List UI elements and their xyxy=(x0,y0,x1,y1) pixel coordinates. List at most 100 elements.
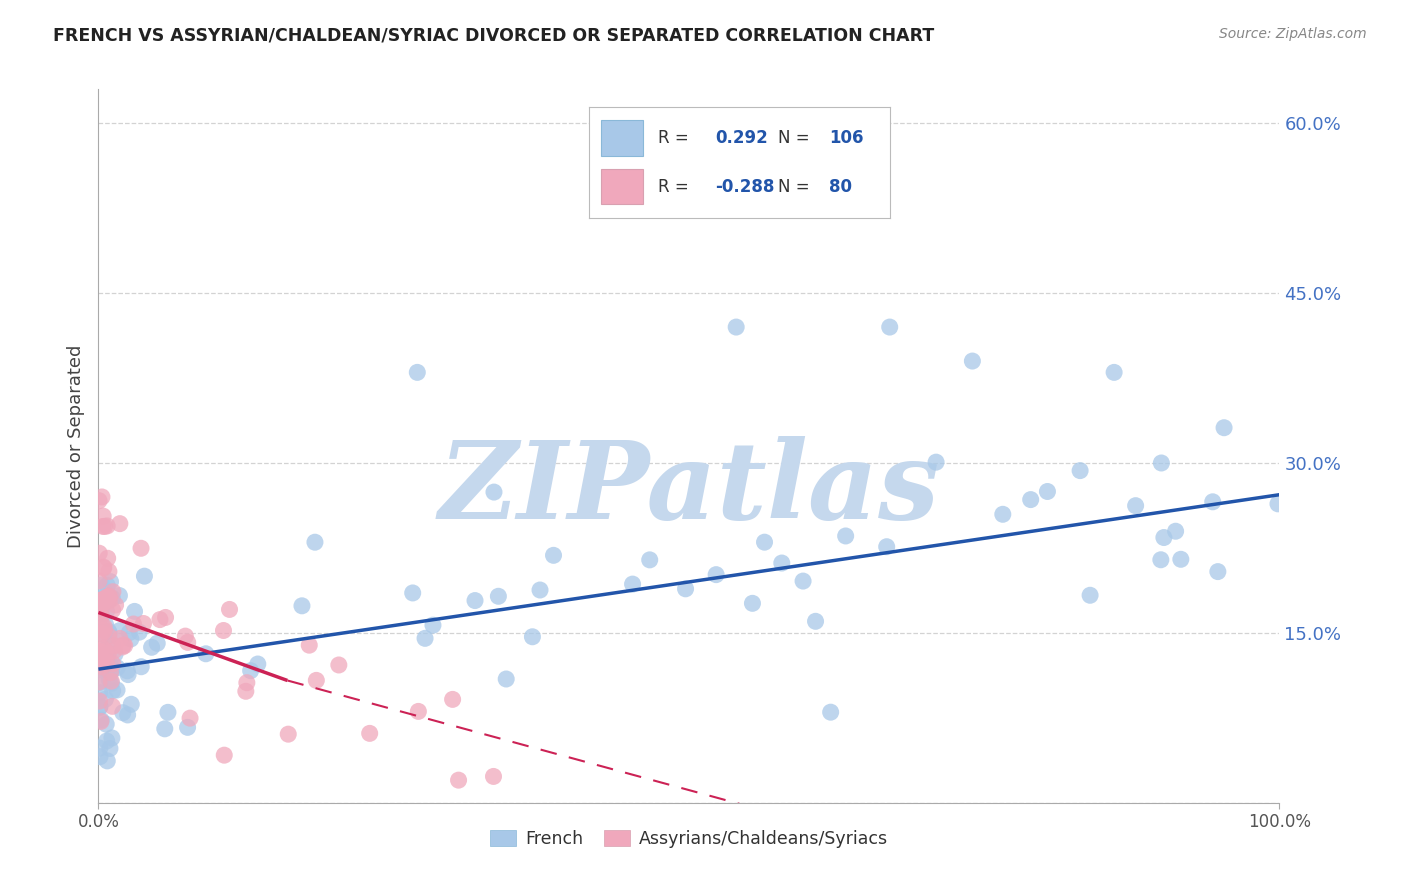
Point xyxy=(1125,499,1147,513)
Point xyxy=(174,629,197,643)
Point xyxy=(1202,495,1225,509)
Point xyxy=(101,584,124,599)
Point xyxy=(100,664,122,678)
Point xyxy=(246,657,269,671)
Point xyxy=(89,700,111,714)
Point xyxy=(277,727,299,741)
Point xyxy=(97,651,120,665)
Point xyxy=(103,639,125,653)
Point xyxy=(1164,524,1187,539)
Point xyxy=(108,589,131,603)
Point xyxy=(89,645,111,659)
Point xyxy=(1150,456,1173,470)
Point xyxy=(543,549,565,563)
Point xyxy=(100,665,122,680)
Point xyxy=(235,684,257,698)
Point xyxy=(111,706,134,720)
Point xyxy=(304,535,326,549)
Point xyxy=(218,602,240,616)
Point xyxy=(94,692,117,706)
Point xyxy=(91,641,114,656)
Point xyxy=(212,624,235,638)
Point xyxy=(97,551,120,566)
Point xyxy=(101,699,124,714)
Point xyxy=(804,615,827,629)
Point xyxy=(90,608,112,623)
Point xyxy=(97,590,120,604)
Point xyxy=(101,657,124,671)
Point xyxy=(725,320,748,334)
Point xyxy=(291,599,314,613)
Point xyxy=(236,675,259,690)
Point xyxy=(108,624,131,638)
Point xyxy=(124,604,146,618)
Point xyxy=(101,603,124,617)
Point xyxy=(89,694,111,708)
Point xyxy=(122,617,145,632)
Point xyxy=(441,692,464,706)
Point xyxy=(90,663,112,677)
Point xyxy=(100,574,122,589)
Point xyxy=(93,519,115,533)
Point xyxy=(89,685,111,699)
Point xyxy=(876,540,898,554)
Point xyxy=(212,748,235,763)
Point xyxy=(90,593,112,607)
Point xyxy=(89,650,111,665)
Point xyxy=(91,660,114,674)
Point xyxy=(91,626,114,640)
Point xyxy=(97,646,120,660)
Point xyxy=(89,629,111,643)
Text: FRENCH VS ASSYRIAN/CHALDEAN/SYRIAC DIVORCED OR SEPARATED CORRELATION CHART: FRENCH VS ASSYRIAN/CHALDEAN/SYRIAC DIVOR… xyxy=(53,27,935,45)
Point xyxy=(105,682,128,697)
Point xyxy=(1036,484,1059,499)
Point xyxy=(177,635,200,649)
Point xyxy=(87,493,110,508)
Point xyxy=(96,591,118,605)
Point xyxy=(834,529,856,543)
Point xyxy=(96,754,118,768)
Point xyxy=(120,632,142,646)
Point xyxy=(89,648,111,663)
Point xyxy=(100,674,122,689)
Point xyxy=(239,664,262,678)
Point xyxy=(91,648,114,663)
Point xyxy=(87,574,110,588)
Point xyxy=(98,626,121,640)
Text: Source: ZipAtlas.com: Source: ZipAtlas.com xyxy=(1219,27,1367,41)
Point xyxy=(91,519,114,533)
Point xyxy=(413,632,436,646)
Point xyxy=(146,636,169,650)
Point xyxy=(194,647,217,661)
Point xyxy=(1102,365,1125,379)
Point xyxy=(179,711,201,725)
Point xyxy=(638,553,661,567)
Point xyxy=(98,590,121,604)
Point xyxy=(792,574,814,588)
Point xyxy=(359,726,381,740)
Point xyxy=(621,577,644,591)
Point xyxy=(101,638,124,652)
Point xyxy=(94,629,117,643)
Point xyxy=(128,625,150,640)
Point xyxy=(741,596,763,610)
Point xyxy=(91,618,114,632)
Point xyxy=(754,535,776,549)
Point xyxy=(1267,497,1289,511)
Point xyxy=(408,705,430,719)
Point xyxy=(704,567,727,582)
Point xyxy=(117,708,139,723)
Point xyxy=(94,589,117,603)
Point xyxy=(103,644,125,658)
Point xyxy=(93,620,115,634)
Point xyxy=(97,624,120,639)
Point xyxy=(111,640,134,654)
Point xyxy=(96,578,118,592)
Point xyxy=(298,638,321,652)
Point xyxy=(89,604,111,618)
Text: ZIPatlas: ZIPatlas xyxy=(439,436,939,541)
Point xyxy=(101,683,124,698)
Point xyxy=(1170,552,1192,566)
Point xyxy=(134,569,156,583)
Point xyxy=(108,632,131,646)
